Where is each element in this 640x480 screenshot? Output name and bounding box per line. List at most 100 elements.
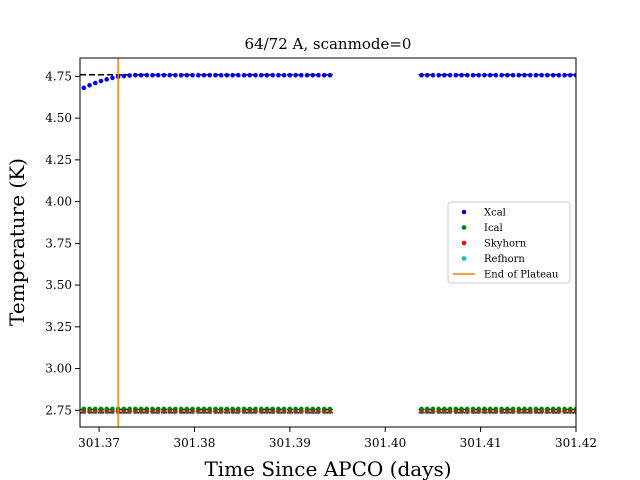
xcal-point xyxy=(436,72,441,78)
ical-point xyxy=(487,406,493,412)
y-tick-label: 3.75 xyxy=(45,236,72,250)
legend-box xyxy=(447,201,571,284)
legend-label-refhorn: Refhorn xyxy=(484,254,525,265)
legend-label-xcal: Xcal xyxy=(484,208,506,219)
xcal-point xyxy=(264,72,270,78)
xcal-point xyxy=(499,72,504,78)
ical-point xyxy=(287,406,293,412)
ical-point xyxy=(173,406,178,412)
xcal-point xyxy=(201,72,207,78)
xcal-point xyxy=(298,72,304,78)
xcal-point xyxy=(241,72,247,78)
xcal-point xyxy=(293,72,298,78)
xcal-point xyxy=(104,77,110,82)
ical-point xyxy=(258,406,264,412)
ical-point xyxy=(321,406,327,412)
chart-title: 64/72 A, scanmode=0 xyxy=(245,35,412,53)
ical-point xyxy=(133,406,138,412)
ical-point xyxy=(190,406,195,412)
xcal-point xyxy=(184,72,190,78)
ical-point xyxy=(499,406,504,412)
xcal-point xyxy=(533,72,539,78)
xcal-point xyxy=(453,72,459,78)
xcal-point xyxy=(81,85,87,91)
xcal-point xyxy=(230,72,235,78)
ical-point xyxy=(127,406,132,412)
ical-point xyxy=(241,406,247,412)
ical-point xyxy=(144,406,150,412)
xcal-point xyxy=(281,72,287,78)
xcal-point xyxy=(224,72,230,78)
xcal-point xyxy=(482,72,487,78)
ical-point xyxy=(110,406,115,412)
ical-point xyxy=(482,406,487,412)
y-axis: 2.75 3.00 3.25 3.50 3.75 4.00 4.25 4.50 4.75 xyxy=(45,69,80,417)
xcal-point xyxy=(321,72,327,78)
xcal-point xyxy=(424,72,430,78)
legend-marker-xcal xyxy=(461,209,467,215)
xcal-point xyxy=(167,72,172,78)
xcal-point xyxy=(510,72,516,78)
ical-point xyxy=(470,406,476,412)
xcal-point xyxy=(505,72,510,78)
ical-point xyxy=(155,406,161,412)
xcal-point xyxy=(464,72,470,78)
xcal-point xyxy=(127,73,132,78)
xcal-point xyxy=(304,72,310,78)
ical-point xyxy=(533,406,539,412)
xcal-point xyxy=(447,72,453,78)
ical-point xyxy=(419,406,424,412)
x-tick-label: 301.42 xyxy=(555,436,597,450)
ical-point xyxy=(264,406,270,412)
y-tick-label: 4.50 xyxy=(45,111,72,125)
ical-point xyxy=(87,406,92,412)
ical-point xyxy=(201,406,207,412)
ical-point xyxy=(459,406,464,412)
ical-point xyxy=(161,406,167,412)
xcal-point xyxy=(550,72,556,78)
ical-point xyxy=(493,406,499,412)
xcal-point xyxy=(247,72,253,78)
xcal-point xyxy=(87,82,92,88)
xcal-point xyxy=(527,72,533,78)
ical-point xyxy=(316,406,321,412)
y-tick-label: 3.50 xyxy=(45,278,72,292)
ical-point xyxy=(236,406,241,412)
xcal-point xyxy=(276,72,281,78)
ical-point xyxy=(293,406,298,412)
xcal-point xyxy=(121,73,127,79)
ical-point xyxy=(195,406,201,412)
xcal-point xyxy=(539,72,544,78)
plot-content xyxy=(80,58,576,427)
xcal-point xyxy=(327,72,333,78)
xcal-point xyxy=(459,72,464,78)
ical-point xyxy=(98,406,104,412)
xcal-point xyxy=(316,72,321,78)
ical-point xyxy=(121,406,127,412)
xcal-point xyxy=(573,72,576,78)
xcal-point xyxy=(556,72,562,78)
ical-point xyxy=(550,406,556,412)
x-tick-label: 301.41 xyxy=(460,436,502,450)
ical-point xyxy=(516,406,522,412)
ical-point xyxy=(138,406,144,412)
xcal-point xyxy=(236,72,241,78)
ical-point xyxy=(224,406,230,412)
xcal-point xyxy=(522,72,527,78)
y-tick-label: 3.00 xyxy=(45,362,72,376)
ical-point xyxy=(430,406,436,412)
ical-point xyxy=(281,406,287,412)
y-tick-label: 4.25 xyxy=(45,153,72,167)
x-axis-title: Time Since APCO (days) xyxy=(204,457,451,480)
ical-point xyxy=(213,406,218,412)
ical-point xyxy=(178,406,184,412)
plot-frame xyxy=(79,57,577,428)
xcal-point xyxy=(213,72,218,78)
xcal-point xyxy=(430,72,436,78)
ical-point xyxy=(253,406,258,412)
ical-point xyxy=(247,406,253,412)
ical-point xyxy=(453,406,459,412)
ical-point xyxy=(104,406,110,412)
ical-point xyxy=(545,406,550,412)
xcal-point xyxy=(476,72,482,78)
